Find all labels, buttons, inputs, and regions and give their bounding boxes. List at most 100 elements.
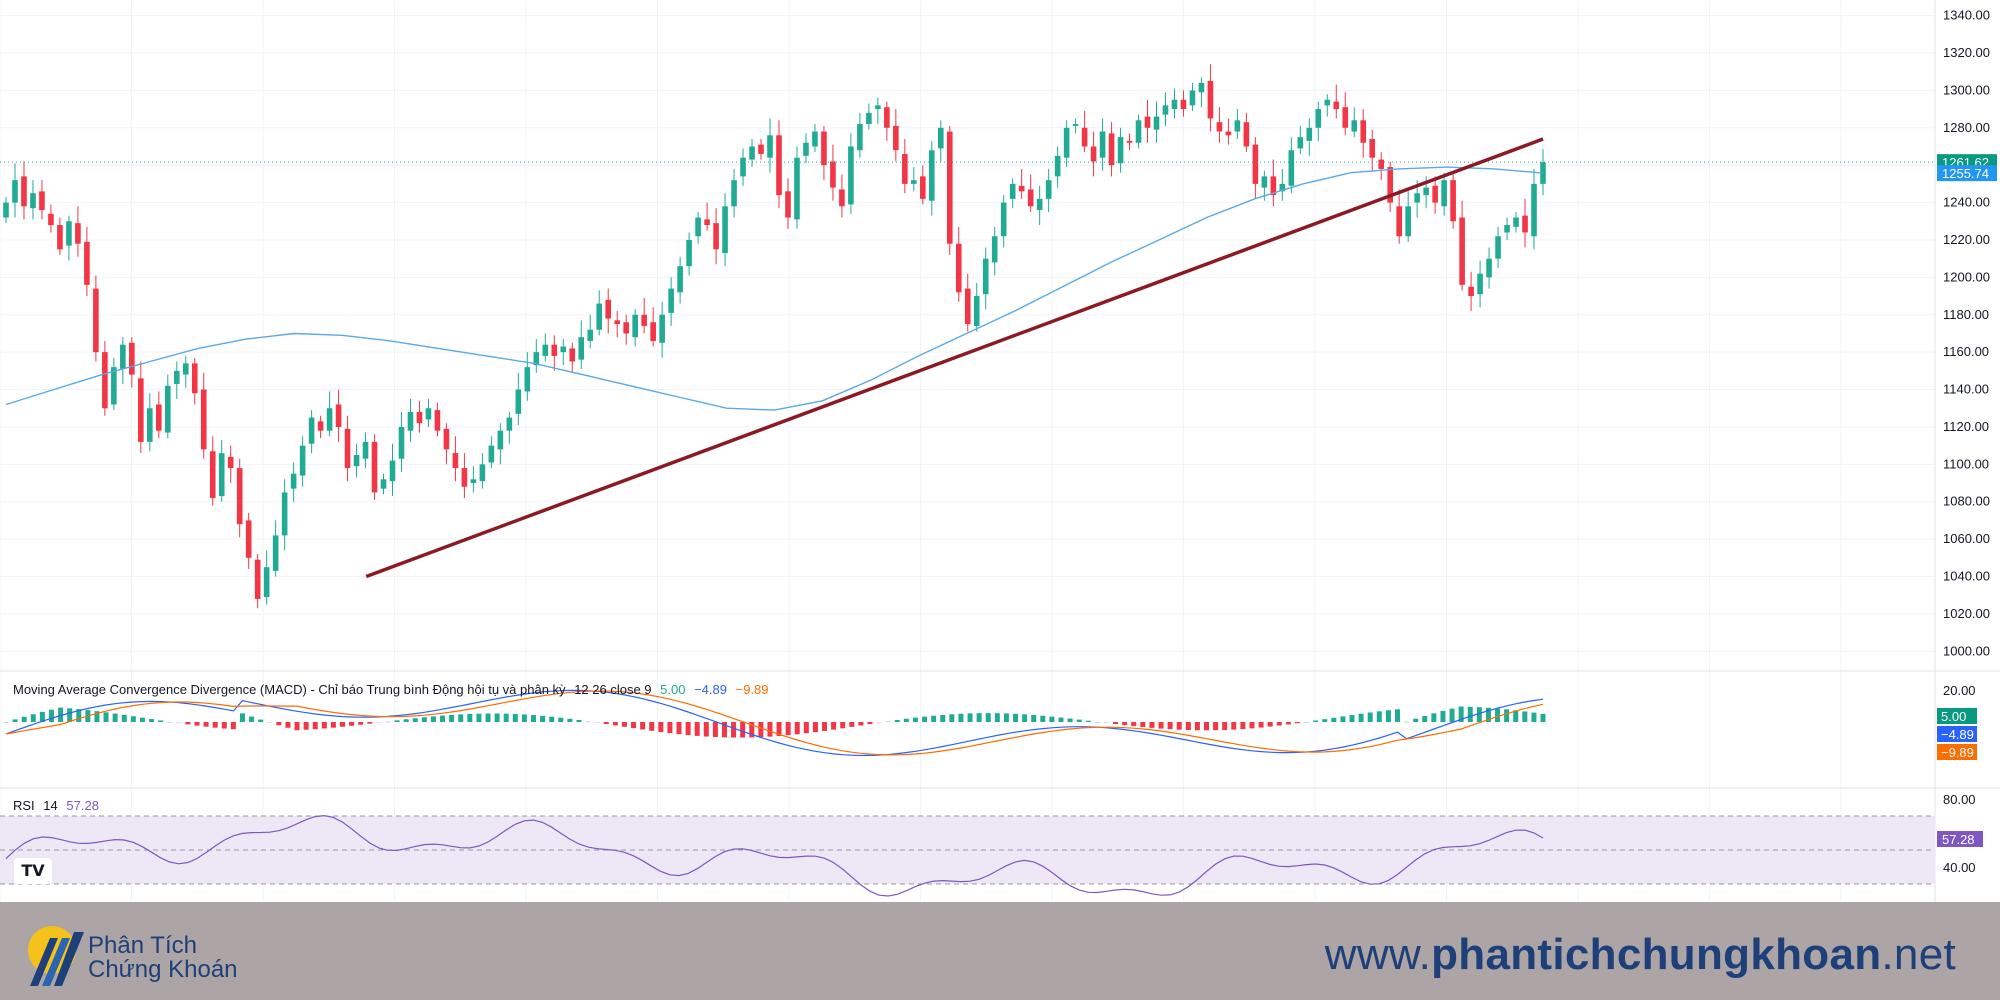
moving-average-line xyxy=(5,166,1544,411)
candle xyxy=(1324,94,1331,117)
macd-histogram-bar xyxy=(94,711,100,722)
candle xyxy=(623,314,629,345)
candle xyxy=(524,352,531,401)
macd-histogram-bar xyxy=(767,722,773,737)
chart-canvas[interactable]: 1340.001320.001300.001280.001260.001240.… xyxy=(0,0,2000,902)
candle xyxy=(470,466,477,493)
candle xyxy=(416,400,423,433)
macd-histogram-bar xyxy=(1222,722,1228,730)
candle xyxy=(1135,114,1142,149)
price-tick-label: 1140.00 xyxy=(1943,382,1989,397)
candle xyxy=(21,161,27,220)
macd-histogram-bar xyxy=(103,712,109,722)
rsi-legend: RSI 14 57.28 xyxy=(13,798,99,813)
candle xyxy=(1180,90,1187,117)
macd-histogram-bar xyxy=(521,714,527,722)
candle xyxy=(1018,168,1025,199)
macd-histogram-bar xyxy=(1258,722,1264,728)
macd-histogram-bar xyxy=(803,722,809,734)
candle xyxy=(164,374,171,439)
macd-histogram-bar xyxy=(1267,722,1273,727)
candle xyxy=(182,355,189,388)
price-tick-label: 1020.00 xyxy=(1943,606,1990,621)
macd-histogram-bar xyxy=(612,722,618,726)
macd-histogram-bar xyxy=(1513,710,1519,722)
candle xyxy=(1450,174,1456,229)
candle xyxy=(506,411,513,444)
macd-histogram-bar xyxy=(530,715,536,722)
candle xyxy=(650,307,656,347)
tradingview-logo-icon[interactable]: TV xyxy=(14,858,52,884)
candle xyxy=(794,146,800,229)
macd-histogram-bar xyxy=(503,713,509,722)
candle xyxy=(1090,131,1097,177)
macd-histogram-bar xyxy=(221,722,227,729)
price-tick-label: 1040.00 xyxy=(1943,569,1990,584)
macd-histogram-bar xyxy=(39,711,45,722)
candle xyxy=(479,453,486,489)
macd-histogram-bar xyxy=(867,722,873,725)
candle xyxy=(1126,133,1133,151)
candles xyxy=(0,64,1935,609)
candle xyxy=(722,193,728,267)
candle xyxy=(1243,112,1250,153)
candle xyxy=(1495,226,1501,269)
macd-histogram-bar xyxy=(894,720,900,722)
macd-hist-badge: 5.00 xyxy=(1937,708,1977,724)
macd-histogram-bar xyxy=(1122,722,1128,726)
macd-histogram-bar xyxy=(721,722,727,738)
brand-line-2: Chứng Khoán xyxy=(88,956,238,983)
macd-histogram-bar xyxy=(1149,722,1155,728)
ma-polyline xyxy=(5,166,1544,411)
macd-line xyxy=(5,689,1544,757)
macd-histogram-bar xyxy=(1422,715,1428,722)
candle xyxy=(281,479,288,551)
macd-histogram-bar xyxy=(276,722,282,726)
macd-histogram-bar xyxy=(58,707,64,722)
candle xyxy=(200,372,207,459)
url-main: phantichchungkhoan xyxy=(1431,930,1882,979)
macd-histogram-bar xyxy=(21,716,27,722)
macd-tick-label: 20.00 xyxy=(1943,683,1976,698)
macd-histogram-bar xyxy=(249,716,255,722)
macd-histogram-bar xyxy=(440,715,446,722)
macd-histogram-bar xyxy=(631,722,637,729)
macd-histogram-bar xyxy=(1013,713,1019,722)
price-axis: 1340.001320.001300.001280.001260.001240.… xyxy=(1937,8,1997,875)
macd-histogram-bar xyxy=(740,722,746,738)
candle xyxy=(1162,92,1169,126)
macd-histogram-bar xyxy=(239,713,245,722)
macd-histogram-bar xyxy=(1022,714,1028,722)
macd-histogram-bar xyxy=(1522,711,1528,722)
macd-histogram-bar xyxy=(658,722,664,733)
ma-badge-text: 1255.74 xyxy=(1942,166,1989,181)
macd-histogram-bar xyxy=(12,719,18,722)
macd-histogram-bar xyxy=(1003,713,1009,722)
candle xyxy=(758,139,764,160)
candle xyxy=(1171,88,1178,119)
candle xyxy=(641,297,647,334)
website-url[interactable]: www.phantichchungkhoan.net xyxy=(1325,930,1956,980)
macd-histogram-bar xyxy=(1103,722,1109,723)
candle xyxy=(1396,189,1402,244)
trendline-segment xyxy=(365,137,1544,579)
macd-histogram-bar xyxy=(349,722,355,726)
candle xyxy=(434,402,441,437)
candle xyxy=(812,124,818,153)
macd-histogram-bar xyxy=(1394,709,1400,722)
macd-histogram-bar xyxy=(785,722,791,736)
candle xyxy=(632,309,638,347)
price-tick-label: 1240.00 xyxy=(1943,195,1990,210)
macd-histogram-bar xyxy=(203,722,209,727)
rsi-title: RSI xyxy=(13,798,35,813)
candle xyxy=(1333,84,1340,119)
candle xyxy=(614,311,621,338)
macd-signal-value: −9.89 xyxy=(736,682,769,697)
candle xyxy=(1072,118,1079,134)
candle xyxy=(677,256,683,304)
candle xyxy=(955,226,962,302)
candle xyxy=(1432,176,1438,214)
macd-histogram-bar xyxy=(376,722,382,723)
candle xyxy=(767,118,773,173)
candle xyxy=(1225,118,1232,145)
